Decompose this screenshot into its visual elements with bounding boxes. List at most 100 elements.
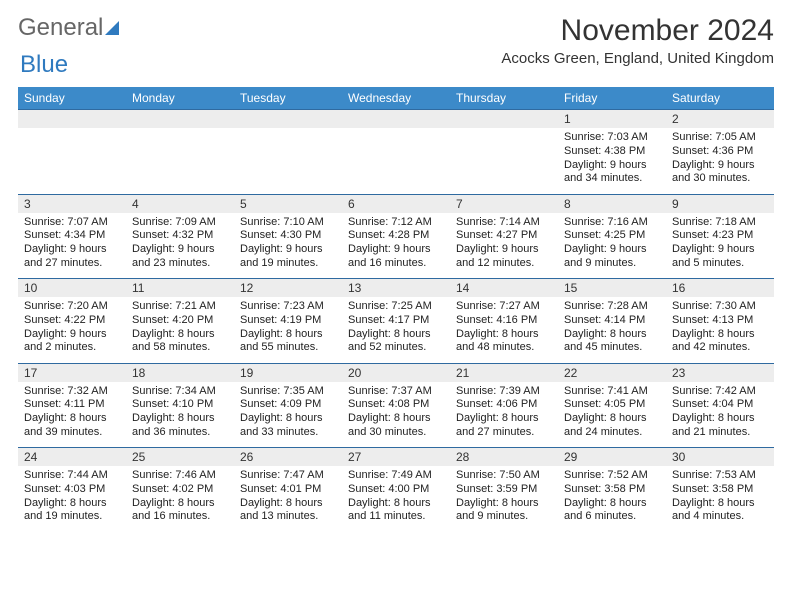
day-line: Sunset: 4:16 PM [456,314,552,328]
day-line: Sunrise: 7:21 AM [132,300,228,314]
day-line: Sunset: 3:58 PM [672,483,768,497]
day-line: Daylight: 8 hours and 55 minutes. [240,328,336,356]
day-cell: Sunrise: 7:27 AMSunset: 4:16 PMDaylight:… [450,297,558,363]
day-number: 30 [666,448,774,467]
day-number: 16 [666,279,774,298]
day-number: 22 [558,363,666,382]
calendar-table: SundayMondayTuesdayWednesdayThursdayFrid… [18,87,774,532]
day-line: Sunrise: 7:18 AM [672,216,768,230]
day-cell: Sunrise: 7:09 AMSunset: 4:32 PMDaylight:… [126,213,234,279]
day-number: 27 [342,448,450,467]
day-line: Daylight: 8 hours and 19 minutes. [24,497,120,525]
week-4-daynums: 24252627282930 [18,448,774,467]
day-cell: Sunrise: 7:03 AMSunset: 4:38 PMDaylight:… [558,128,666,194]
day-line: Daylight: 8 hours and 39 minutes. [24,412,120,440]
day-line: Sunrise: 7:39 AM [456,385,552,399]
day-cell: Sunrise: 7:12 AMSunset: 4:28 PMDaylight:… [342,213,450,279]
day-cell: Sunrise: 7:49 AMSunset: 4:00 PMDaylight:… [342,466,450,532]
day-line: Sunset: 4:04 PM [672,398,768,412]
day-number: 17 [18,363,126,382]
day-line: Daylight: 9 hours and 5 minutes. [672,243,768,271]
calendar-page: General November 2024 Acocks Green, Engl… [0,0,792,546]
day-number: 15 [558,279,666,298]
logo-text-blue: Blue [20,51,68,79]
day-line: Sunrise: 7:03 AM [564,131,660,145]
day-cell [18,128,126,194]
day-number: 3 [18,194,126,213]
day-line: Sunset: 4:23 PM [672,229,768,243]
weekday-thursday: Thursday [450,87,558,110]
day-line: Daylight: 8 hours and 52 minutes. [348,328,444,356]
day-cell: Sunrise: 7:14 AMSunset: 4:27 PMDaylight:… [450,213,558,279]
day-line: Sunrise: 7:32 AM [24,385,120,399]
day-line: Sunrise: 7:37 AM [348,385,444,399]
day-cell [342,128,450,194]
day-number: 7 [450,194,558,213]
day-line: Sunrise: 7:46 AM [132,469,228,483]
day-number: 20 [342,363,450,382]
day-line: Sunset: 4:13 PM [672,314,768,328]
day-line: Daylight: 8 hours and 9 minutes. [456,497,552,525]
day-line: Sunrise: 7:09 AM [132,216,228,230]
calendar-body: 12 Sunrise: 7:03 AMSunset: 4:38 PMDayligh… [18,110,774,533]
day-line: Daylight: 8 hours and 13 minutes. [240,497,336,525]
page-title: November 2024 [501,14,774,48]
day-cell: Sunrise: 7:18 AMSunset: 4:23 PMDaylight:… [666,213,774,279]
day-line: Daylight: 8 hours and 45 minutes. [564,328,660,356]
day-line: Daylight: 8 hours and 48 minutes. [456,328,552,356]
day-cell [126,128,234,194]
day-number: 24 [18,448,126,467]
weekday-sunday: Sunday [18,87,126,110]
day-line: Daylight: 8 hours and 33 minutes. [240,412,336,440]
day-line: Sunset: 4:30 PM [240,229,336,243]
day-cell: Sunrise: 7:44 AMSunset: 4:03 PMDaylight:… [18,466,126,532]
day-line: Sunrise: 7:27 AM [456,300,552,314]
day-cell: Sunrise: 7:41 AMSunset: 4:05 PMDaylight:… [558,382,666,448]
day-line: Sunrise: 7:23 AM [240,300,336,314]
day-line: Sunrise: 7:10 AM [240,216,336,230]
day-cell: Sunrise: 7:10 AMSunset: 4:30 PMDaylight:… [234,213,342,279]
day-cell: Sunrise: 7:16 AMSunset: 4:25 PMDaylight:… [558,213,666,279]
day-line: Sunset: 4:08 PM [348,398,444,412]
day-cell [234,128,342,194]
day-line: Sunset: 4:27 PM [456,229,552,243]
day-number [126,110,234,129]
day-number [342,110,450,129]
day-cell: Sunrise: 7:25 AMSunset: 4:17 PMDaylight:… [342,297,450,363]
day-line: Sunset: 4:19 PM [240,314,336,328]
day-line: Sunrise: 7:28 AM [564,300,660,314]
day-cell: Sunrise: 7:21 AMSunset: 4:20 PMDaylight:… [126,297,234,363]
day-line: Sunrise: 7:20 AM [24,300,120,314]
day-line: Sunset: 4:02 PM [132,483,228,497]
week-1-daynums: 3456789 [18,194,774,213]
logo-triangle-icon [105,21,119,35]
day-number: 28 [450,448,558,467]
day-cell [450,128,558,194]
day-line: Sunset: 4:01 PM [240,483,336,497]
day-line: Daylight: 8 hours and 42 minutes. [672,328,768,356]
day-line: Daylight: 8 hours and 4 minutes. [672,497,768,525]
day-line: Sunset: 4:22 PM [24,314,120,328]
day-number: 5 [234,194,342,213]
day-line: Daylight: 8 hours and 36 minutes. [132,412,228,440]
day-line: Sunrise: 7:14 AM [456,216,552,230]
day-number [234,110,342,129]
day-number: 12 [234,279,342,298]
day-line: Sunset: 4:36 PM [672,145,768,159]
logo: General [18,14,119,42]
week-3-data: Sunrise: 7:32 AMSunset: 4:11 PMDaylight:… [18,382,774,448]
day-line: Sunset: 4:32 PM [132,229,228,243]
day-number: 6 [342,194,450,213]
day-number: 21 [450,363,558,382]
day-line: Daylight: 8 hours and 27 minutes. [456,412,552,440]
day-line: Daylight: 9 hours and 12 minutes. [456,243,552,271]
weekday-saturday: Saturday [666,87,774,110]
day-number: 1 [558,110,666,129]
day-number: 8 [558,194,666,213]
day-line: Sunset: 4:06 PM [456,398,552,412]
day-number: 4 [126,194,234,213]
day-line: Daylight: 9 hours and 2 minutes. [24,328,120,356]
day-number [18,110,126,129]
day-line: Sunrise: 7:05 AM [672,131,768,145]
day-line: Sunset: 4:17 PM [348,314,444,328]
